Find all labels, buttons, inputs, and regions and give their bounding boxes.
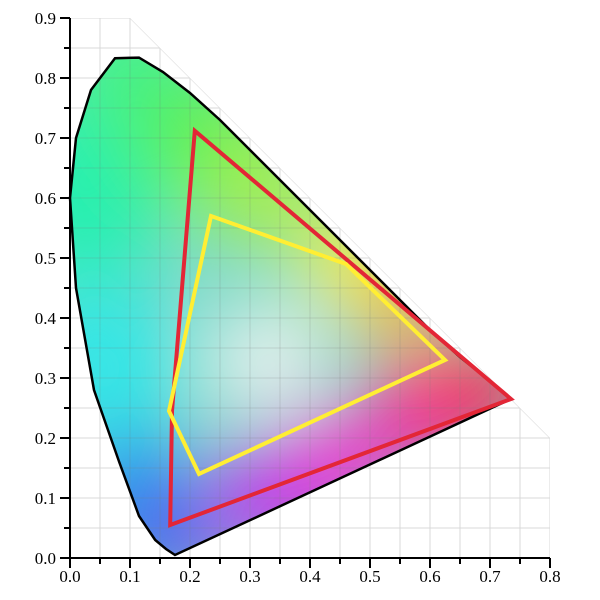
red-gamut-polygon <box>168 126 515 528</box>
axes <box>60 17 551 568</box>
x-tick-label: 0.0 <box>59 567 80 586</box>
x-tick-label: 0.5 <box>359 567 380 586</box>
gamut-color-blob <box>213 305 323 415</box>
x-tick-label: 0.8 <box>539 567 560 586</box>
gamut-color-blob <box>70 91 177 281</box>
gamut-color-blob <box>70 281 185 451</box>
y-tick-label: 0.2 <box>35 429 56 448</box>
yellow-gamut-polygon <box>166 213 449 477</box>
gamut-triangles <box>166 126 515 528</box>
y-tick-label: 0.4 <box>35 309 57 328</box>
grid-boundary-line <box>129 18 550 439</box>
x-tick-label: 0.4 <box>299 567 321 586</box>
gamut-color-blob <box>445 345 511 435</box>
y-tick-label: 0.7 <box>35 129 57 148</box>
y-tick-label: 0.0 <box>35 549 56 568</box>
x-ticks: 0.0 0.1 0.2 0.3 0.4 0.5 0.6 0.7 0.8 <box>59 567 560 586</box>
y-ticks: 0.0 0.1 0.2 0.3 0.4 0.5 0.6 0.7 0.8 0.9 <box>35 9 57 568</box>
x-tick-label: 0.6 <box>419 567 440 586</box>
x-tick-label: 0.2 <box>179 567 200 586</box>
y-tick-label: 0.9 <box>35 9 56 28</box>
x-tick-label: 0.7 <box>479 567 501 586</box>
y-tick-label: 0.6 <box>35 189 56 208</box>
y-tick-label: 0.5 <box>35 249 56 268</box>
x-tick-label: 0.1 <box>119 567 140 586</box>
y-tick-label: 0.3 <box>35 369 56 388</box>
x-tick-label: 0.3 <box>239 567 260 586</box>
y-tick-label: 0.8 <box>35 69 56 88</box>
y-tick-label: 0.1 <box>35 489 56 508</box>
